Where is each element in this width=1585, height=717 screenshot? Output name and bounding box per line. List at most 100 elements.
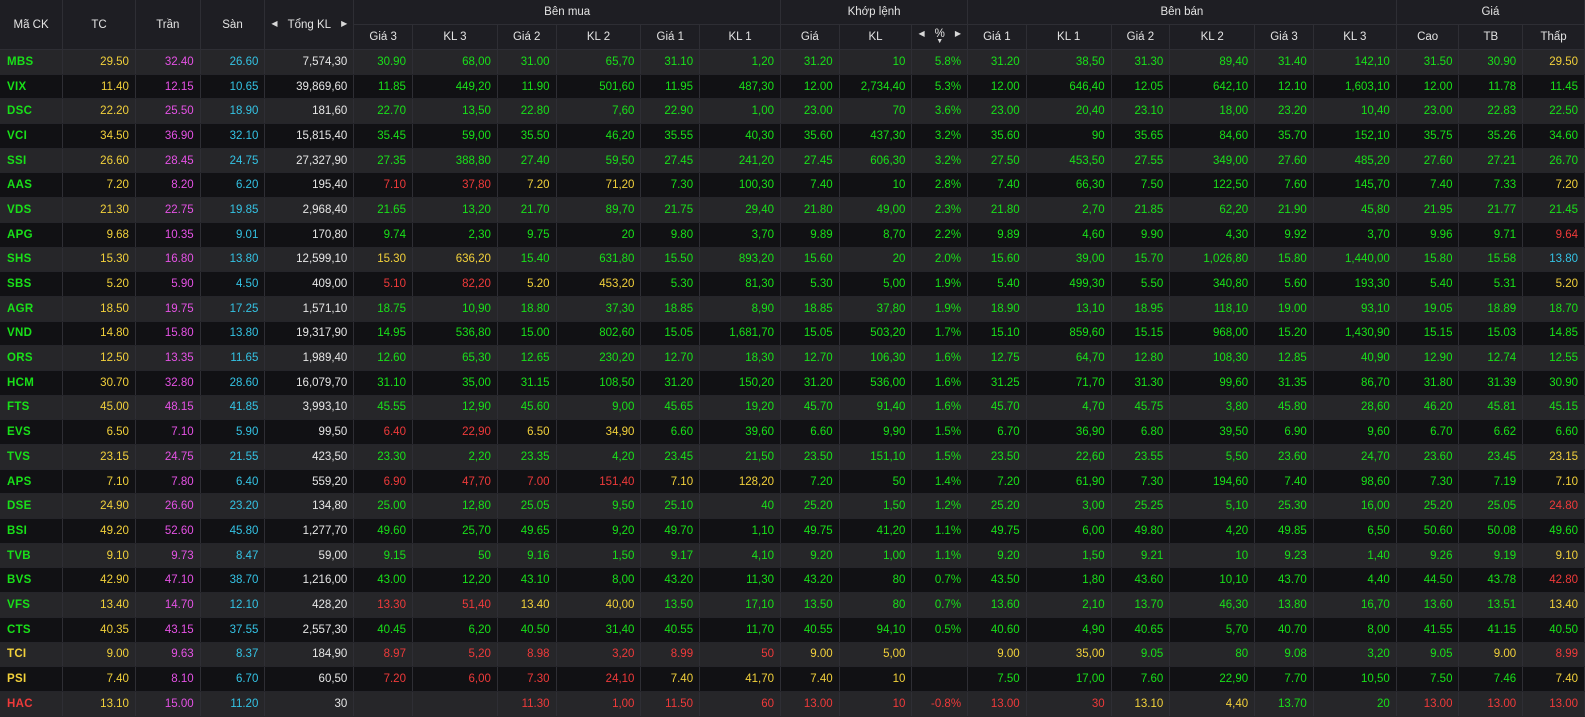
low-price-cell[interactable]: 42.80	[1522, 567, 1585, 594]
col-header-buy-vol-1[interactable]: KL 1	[699, 24, 782, 50]
col-header-buy-vol-3[interactable]: KL 3	[412, 24, 498, 50]
table-row[interactable]: VFS 13.40 14.70 12.10 428,20 13.30 51,40 13.40 4…	[0, 592, 1585, 618]
match-price-cell[interactable]: 18.85	[780, 296, 840, 322]
col-header-sell-vol-1[interactable]: KL 1	[1026, 24, 1112, 50]
symbol-cell[interactable]: SSI	[0, 148, 64, 174]
avg-price-cell[interactable]: 31.39	[1458, 370, 1524, 396]
sell-price-1-cell[interactable]: 12.00	[967, 74, 1027, 100]
match-price-cell[interactable]: 45.70	[780, 395, 840, 421]
sell-price-2-cell[interactable]: 13.10	[1111, 691, 1171, 717]
sell-price-3-cell[interactable]: 19.00	[1254, 296, 1314, 322]
table-row[interactable]: HCM 30.70 32.80 28.60 16,079,70 31.10 35,00 31.…	[0, 370, 1585, 396]
buy-price-1-cell[interactable]: 15.50	[640, 247, 701, 273]
match-price-cell[interactable]: 25.20	[780, 493, 840, 520]
buy-price-1-cell[interactable]: 15.05	[640, 321, 701, 347]
arrow-right-icon[interactable]: ▶	[954, 29, 962, 38]
avg-price-cell[interactable]: 9.00	[1458, 642, 1524, 668]
sell-price-2-cell[interactable]: 5.50	[1111, 271, 1171, 297]
sell-price-1-cell[interactable]: 21.80	[967, 197, 1027, 223]
match-price-cell[interactable]: 9.89	[780, 222, 840, 248]
low-price-cell[interactable]: 12.55	[1522, 345, 1585, 371]
buy-price-1-cell[interactable]: 23.45	[640, 444, 701, 470]
low-price-cell[interactable]: 22.50	[1522, 98, 1585, 125]
sell-price-2-cell[interactable]: 9.05	[1111, 642, 1171, 668]
low-price-cell[interactable]: 13.40	[1522, 592, 1585, 618]
low-price-cell[interactable]: 7.20	[1522, 172, 1585, 199]
buy-price-2-cell[interactable]: 7.30	[497, 666, 557, 692]
buy-price-2-cell[interactable]: 21.70	[497, 197, 557, 223]
table-row[interactable]: HAC 13.10 15.00 11.20 30 11.30 1,00 11.50 60 13.0…	[0, 691, 1585, 717]
buy-price-1-cell[interactable]: 31.20	[640, 370, 701, 396]
buy-price-2-cell[interactable]: 11.30	[497, 691, 557, 717]
sell-price-2-cell[interactable]: 9.21	[1111, 543, 1171, 569]
high-price-cell[interactable]: 21.95	[1396, 197, 1460, 223]
low-price-cell[interactable]: 7.10	[1522, 469, 1585, 495]
buy-price-3-cell[interactable]	[353, 691, 413, 717]
buy-price-3-cell[interactable]: 18.75	[353, 296, 413, 322]
sell-price-1-cell[interactable]: 12.75	[967, 345, 1027, 371]
symbol-cell[interactable]: EVS	[0, 419, 64, 445]
sell-price-1-cell[interactable]: 9.00	[967, 642, 1027, 668]
sell-price-1-cell[interactable]: 27.50	[967, 148, 1027, 174]
avg-price-cell[interactable]: 45.81	[1458, 395, 1524, 421]
match-price-cell[interactable]: 35.60	[780, 123, 840, 149]
sell-price-2-cell[interactable]: 23.55	[1111, 444, 1171, 470]
high-price-cell[interactable]: 50.60	[1396, 518, 1460, 544]
symbol-cell[interactable]: VIX	[0, 74, 64, 100]
buy-price-2-cell[interactable]: 31.00	[497, 49, 557, 75]
low-price-cell[interactable]: 49.60	[1522, 518, 1585, 544]
buy-price-2-cell[interactable]: 15.00	[497, 321, 557, 347]
sell-price-2-cell[interactable]: 7.30	[1111, 469, 1171, 495]
sell-price-3-cell[interactable]: 40.70	[1254, 617, 1314, 643]
symbol-cell[interactable]: VCI	[0, 123, 64, 149]
sell-price-2-cell[interactable]: 27.55	[1111, 148, 1171, 174]
sell-price-2-cell[interactable]: 35.65	[1111, 123, 1171, 149]
high-price-cell[interactable]: 6.70	[1396, 419, 1460, 445]
buy-price-1-cell[interactable]: 21.75	[640, 197, 701, 223]
col-header-buy-vol-2[interactable]: KL 2	[556, 24, 642, 50]
high-price-cell[interactable]: 44.50	[1396, 567, 1460, 594]
sell-price-2-cell[interactable]: 21.85	[1111, 197, 1171, 223]
symbol-cell[interactable]: FTS	[0, 395, 64, 421]
high-price-cell[interactable]: 12.90	[1396, 345, 1460, 371]
col-header-sell-vol-2[interactable]: KL 2	[1169, 24, 1256, 50]
high-price-cell[interactable]: 13.60	[1396, 592, 1460, 618]
symbol-cell[interactable]: SHS	[0, 247, 64, 273]
table-row[interactable]: SSI 26.60 28.45 24.75 27,327,90 27.35 388,80 27…	[0, 148, 1585, 174]
sell-price-1-cell[interactable]: 25.20	[967, 493, 1027, 520]
sell-price-1-cell[interactable]: 7.40	[967, 172, 1027, 199]
sell-price-3-cell[interactable]: 13.70	[1254, 691, 1314, 717]
sell-price-3-cell[interactable]: 23.60	[1254, 444, 1314, 470]
match-price-cell[interactable]: 5.30	[780, 271, 840, 297]
buy-price-2-cell[interactable]: 18.80	[497, 296, 557, 322]
avg-price-cell[interactable]: 11.78	[1458, 74, 1524, 100]
sell-price-3-cell[interactable]: 12.85	[1254, 345, 1314, 371]
col-header-match-percent[interactable]: ◀ ▶ % ▼	[911, 24, 969, 50]
buy-price-2-cell[interactable]: 9.16	[497, 543, 557, 569]
symbol-cell[interactable]: HCM	[0, 370, 64, 396]
low-price-cell[interactable]: 6.60	[1522, 419, 1585, 445]
match-price-cell[interactable]: 7.20	[780, 469, 840, 495]
buy-price-2-cell[interactable]: 25.05	[497, 493, 557, 520]
sell-price-1-cell[interactable]: 15.10	[967, 321, 1027, 347]
buy-price-1-cell[interactable]: 18.85	[640, 296, 701, 322]
buy-price-3-cell[interactable]: 8.97	[353, 642, 413, 668]
sell-price-3-cell[interactable]: 6.90	[1254, 419, 1314, 445]
high-price-cell[interactable]: 31.50	[1396, 49, 1460, 75]
symbol-cell[interactable]: DSC	[0, 98, 64, 125]
match-price-cell[interactable]: 40.55	[780, 617, 840, 643]
high-price-cell[interactable]: 13.00	[1396, 691, 1460, 717]
avg-price-cell[interactable]: 13.00	[1458, 691, 1524, 717]
buy-price-1-cell[interactable]: 27.45	[640, 148, 701, 174]
sell-price-3-cell[interactable]: 7.70	[1254, 666, 1314, 692]
high-price-cell[interactable]: 27.60	[1396, 148, 1460, 174]
col-header-buy-price-3[interactable]: Giá 3	[353, 24, 413, 50]
avg-price-cell[interactable]: 27.21	[1458, 148, 1524, 174]
low-price-cell[interactable]: 30.90	[1522, 370, 1585, 396]
buy-price-2-cell[interactable]: 23.35	[497, 444, 557, 470]
buy-price-2-cell[interactable]: 31.15	[497, 370, 557, 396]
buy-price-2-cell[interactable]: 11.90	[497, 74, 557, 100]
high-price-cell[interactable]: 23.00	[1396, 98, 1460, 125]
avg-price-cell[interactable]: 41.15	[1458, 617, 1524, 643]
sell-price-2-cell[interactable]: 45.75	[1111, 395, 1171, 421]
